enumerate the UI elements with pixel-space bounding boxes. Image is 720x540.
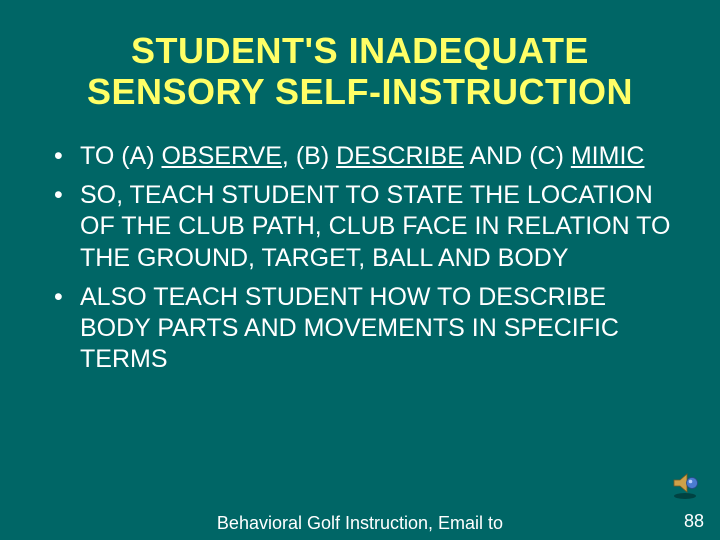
list-item: TO (A) OBSERVE, (B) DESCRIBE AND (C) MIM… [50, 141, 680, 172]
bullet-text: , (B) [282, 142, 336, 170]
speaker-icon[interactable] [668, 466, 702, 500]
underlined-text: DESCRIBE [336, 142, 464, 170]
bullet-text: TO (A) [80, 142, 161, 170]
list-item: ALSO TEACH STUDENT HOW TO DESCRIBE BODY … [50, 282, 680, 376]
bullet-list: TO (A) OBSERVE, (B) DESCRIBE AND (C) MIM… [40, 141, 680, 376]
bullet-text: ALSO TEACH STUDENT HOW TO DESCRIBE BODY … [80, 283, 619, 374]
bullet-text: AND (C) [464, 142, 571, 170]
slide: STUDENT'S INADEQUATE SENSORY SELF-INSTRU… [0, 0, 720, 540]
footer-text: Behavioral Golf Instruction, Email to [0, 513, 720, 534]
bullet-text: SO, TEACH STUDENT TO STATE THE LOCATION … [80, 181, 670, 272]
underlined-text: MIMIC [571, 142, 645, 170]
list-item: SO, TEACH STUDENT TO STATE THE LOCATION … [50, 180, 680, 274]
page-number: 88 [684, 511, 704, 532]
slide-title: STUDENT'S INADEQUATE SENSORY SELF-INSTRU… [40, 30, 680, 113]
underlined-text: OBSERVE [161, 142, 281, 170]
